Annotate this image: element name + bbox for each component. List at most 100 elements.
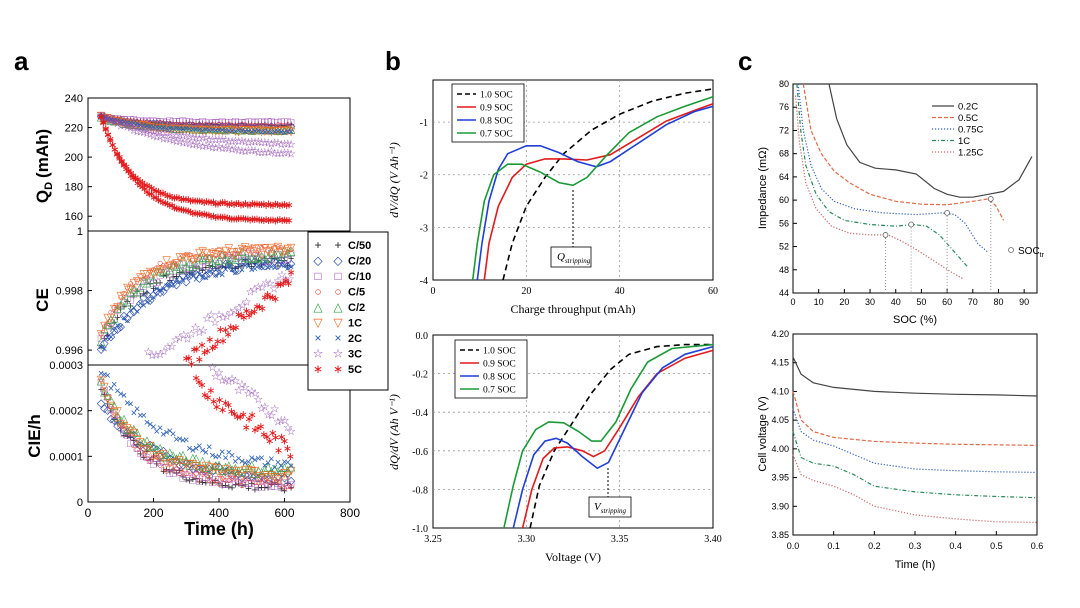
a1-mark-3C: ☆ — [139, 124, 149, 136]
b2-xtick-label: 3.25 — [424, 534, 442, 545]
a2-mark-C/10: □ — [140, 281, 147, 293]
c2-ytick-label: 4.20 — [771, 329, 789, 339]
a1-mark-2C: × — [206, 125, 212, 137]
a1-mark-C/10: □ — [121, 114, 128, 126]
a3-mark-1C: ▽ — [198, 463, 207, 475]
a3-mark-5C: ∗ — [247, 410, 256, 422]
a2-mark-C/10: □ — [281, 255, 288, 267]
a3-mark-2C: × — [258, 453, 264, 465]
a3-mark-C/50: + — [275, 479, 281, 491]
a2-mark-C/50: + — [255, 256, 261, 268]
a2-mark-C/20: ◇ — [287, 258, 296, 270]
a2-mark-3C: ☆ — [218, 312, 228, 324]
a2-mark-1C: ▽ — [254, 242, 263, 254]
series-line-075C — [792, 408, 1038, 473]
a2-mark-1C: ▽ — [97, 328, 106, 340]
a3-mark-3C: ☆ — [283, 422, 293, 434]
a1-mark-C/5: ○ — [180, 119, 187, 131]
a2-mark-3C: ☆ — [285, 274, 295, 286]
a3-mark-C/5: ○ — [176, 468, 183, 480]
a3-mark-2C: × — [131, 408, 137, 420]
a2-mark-1C: ▽ — [211, 249, 220, 261]
a3-mark-5C: ∗ — [239, 409, 248, 421]
a1-mark-C/20: ◇ — [241, 121, 250, 133]
a1-mark-2C: × — [203, 124, 209, 136]
a2-mark-C/10: □ — [203, 261, 210, 273]
a1-mark-5C: ∗ — [236, 213, 245, 225]
a1-mark-C/5: ○ — [209, 119, 216, 131]
a2-mark-1C: ▽ — [284, 243, 293, 255]
a3-mark-C/2: △ — [241, 459, 250, 471]
a1-mark-3C: ☆ — [253, 147, 263, 159]
a1-mark-C/10: □ — [147, 116, 154, 128]
a1-mark-3C: ☆ — [145, 129, 155, 141]
legend-symbol: × — [334, 331, 341, 345]
a2-mark-1C: ▽ — [182, 252, 191, 264]
a2-mark-2C: × — [275, 256, 281, 268]
a1-mark-5C: ∗ — [165, 200, 174, 212]
a1-mark-2C: × — [222, 126, 228, 138]
c2-xtick-label: 0.5 — [990, 541, 1003, 551]
legend-symbol: △ — [313, 300, 323, 314]
legend-symbol: △ — [333, 300, 343, 314]
a1-mark-C/5: ○ — [176, 118, 183, 130]
a3-mark-C/50: + — [147, 455, 153, 467]
a1-mark-5C: ∗ — [268, 200, 277, 212]
a1-mark-C/10: □ — [108, 113, 115, 125]
a2-mark-C/10: □ — [111, 309, 118, 321]
a3-mark-C/2: △ — [257, 466, 266, 478]
a3-mark-C/2: △ — [97, 375, 106, 387]
a2-mark-5C: ∗ — [239, 312, 248, 324]
a3-mark-C/2: △ — [231, 462, 240, 474]
series-line-08SOC — [512, 345, 714, 529]
a3-mark-3C: ☆ — [244, 388, 254, 400]
a2-mark-5C: ∗ — [258, 303, 267, 315]
a3-mark-2C: × — [268, 454, 274, 466]
a1-mark-5C: ∗ — [126, 168, 135, 180]
a2-mark-C/20: ◇ — [120, 310, 129, 322]
a2-mark-C/5: ○ — [255, 245, 262, 257]
panel-a-marks: ++++++++++++++++++++++++++++++++++++++++… — [96, 110, 296, 497]
a2-mark-2C: × — [180, 275, 186, 287]
series-line-05C — [802, 83, 1005, 221]
a1-mark-3C: ☆ — [221, 135, 231, 147]
a2-mark-2C: × — [219, 269, 225, 281]
a1-mark-3C: ☆ — [270, 138, 280, 150]
a2-mark-1C: ▽ — [228, 246, 237, 258]
a1-mark-5C: ∗ — [216, 198, 225, 210]
a3-mark-2C: × — [101, 369, 107, 381]
a3-mark-C/50: + — [193, 473, 199, 485]
a1-mark-C/50: + — [249, 119, 255, 131]
a1-mark-5C: ∗ — [174, 193, 183, 205]
b2-frame — [432, 334, 714, 529]
a2-mark-C/50: + — [150, 283, 156, 295]
legend-symbol: ◇ — [313, 254, 323, 268]
a2-mark-2C: × — [232, 268, 238, 280]
a1-mark-5C: ∗ — [202, 196, 211, 208]
a2-mark-C/20: ◇ — [221, 258, 230, 270]
a3-mark-2C: × — [203, 447, 209, 459]
a2-mark-C/2: △ — [202, 252, 211, 264]
c2-xtick-label: 0.3 — [909, 541, 922, 551]
a1-mark-C/50: + — [226, 119, 232, 131]
a2-mark-C/50: + — [232, 263, 238, 275]
a1-mark-C/2: △ — [123, 117, 132, 129]
a2-mark-5C: ∗ — [281, 275, 290, 287]
a3-mark-C/50: + — [124, 431, 130, 443]
a3-mark-2C: × — [154, 426, 160, 438]
a3-mark-C/20: ◇ — [110, 415, 119, 427]
a1-mark-5C: ∗ — [218, 212, 227, 224]
a2-mark-5C: ∗ — [255, 302, 264, 314]
a1-mark-C/10: □ — [245, 116, 252, 128]
a3-mark-C/20: ◇ — [238, 472, 247, 484]
a3-mark-C/2: △ — [208, 464, 217, 476]
a2-mark-C/50: + — [278, 255, 284, 267]
a1-mark-5C: ∗ — [207, 211, 216, 223]
a1-mark-3C: ☆ — [286, 139, 296, 151]
a1-mark-5C: ∗ — [280, 199, 289, 211]
a3-mark-2C: × — [206, 442, 212, 454]
a1-mark-C/20: ◇ — [284, 121, 293, 133]
a1-mark-C/5: ○ — [262, 119, 269, 131]
a2-ytick-label: 0.998 — [55, 286, 83, 298]
a1-mark-C/50: + — [285, 120, 291, 132]
